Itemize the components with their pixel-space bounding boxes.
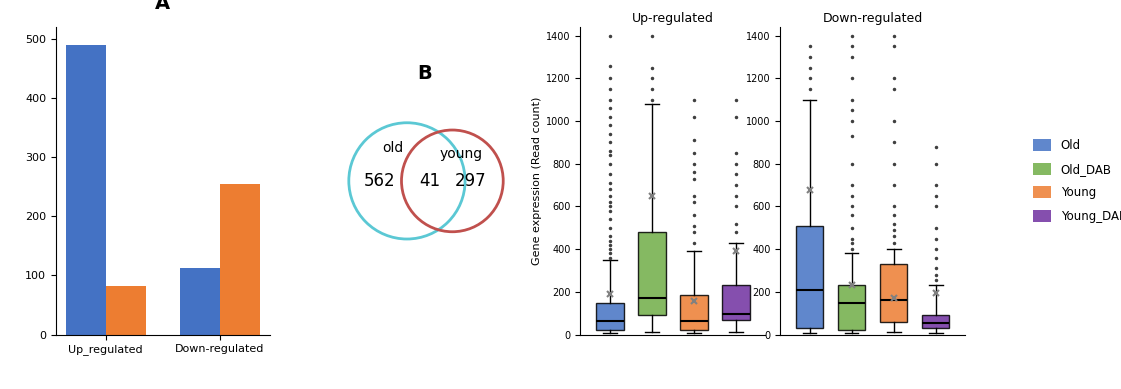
PathPatch shape bbox=[722, 286, 750, 320]
PathPatch shape bbox=[880, 264, 907, 322]
Text: 562: 562 bbox=[364, 172, 396, 190]
PathPatch shape bbox=[839, 286, 865, 330]
PathPatch shape bbox=[638, 232, 666, 315]
PathPatch shape bbox=[796, 226, 823, 328]
PathPatch shape bbox=[923, 315, 949, 328]
Bar bbox=[66, 45, 105, 335]
Bar bbox=[220, 184, 260, 335]
Text: 297: 297 bbox=[455, 172, 487, 190]
Title: Up-regulated: Up-regulated bbox=[632, 12, 714, 25]
Legend: Old, Old_DAB, Young, Young_DAB: Old, Old_DAB, Young, Young_DAB bbox=[1028, 133, 1121, 229]
Text: B: B bbox=[418, 64, 433, 83]
Text: 41: 41 bbox=[419, 172, 441, 190]
Bar bbox=[105, 286, 146, 335]
Text: old: old bbox=[382, 141, 404, 155]
Title: Down-regulated: Down-regulated bbox=[823, 12, 923, 25]
PathPatch shape bbox=[680, 295, 707, 330]
Y-axis label: Gene expression (Read count): Gene expression (Read count) bbox=[532, 97, 541, 265]
Text: young: young bbox=[439, 147, 483, 161]
PathPatch shape bbox=[596, 303, 623, 330]
Bar bbox=[180, 268, 220, 335]
Text: A: A bbox=[156, 0, 170, 13]
